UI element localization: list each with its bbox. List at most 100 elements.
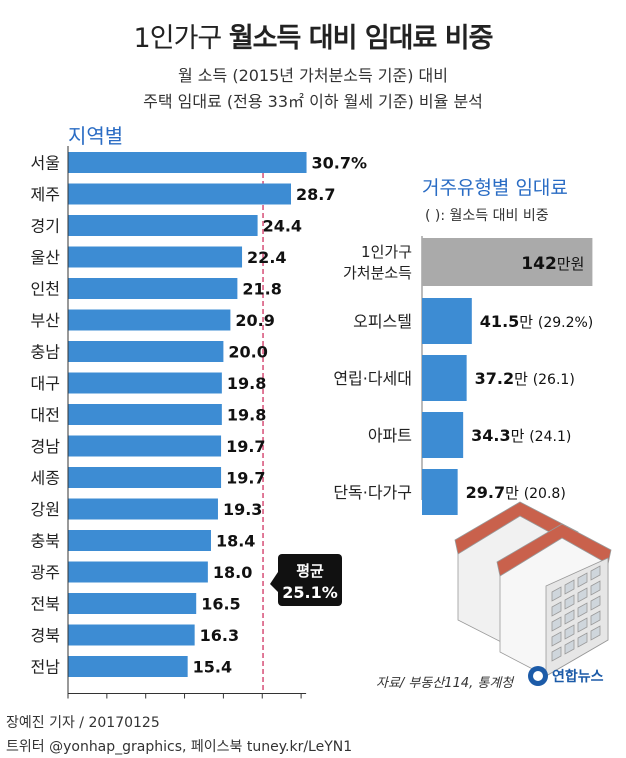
region-label: 서울 xyxy=(31,154,60,173)
region-label: 제주 xyxy=(31,185,60,204)
housing-type-label: 오피스텔 xyxy=(353,312,412,331)
region-value-label: 16.5 xyxy=(201,595,240,614)
income-reference-value: 142만원 xyxy=(521,254,584,274)
housing-type-label: 단독·다가구 xyxy=(333,483,412,502)
region-bar xyxy=(68,435,222,457)
housing-bar xyxy=(422,355,467,401)
region-label: 세종 xyxy=(31,469,60,488)
region-value-label: 19.3 xyxy=(223,500,262,519)
region-bar xyxy=(68,561,208,583)
housing-type-label: 연립·다세대 xyxy=(333,369,412,388)
region-value-label: 21.8 xyxy=(242,280,281,299)
apartment-building-illustration xyxy=(454,501,612,677)
title-prefix: 1인가구 xyxy=(133,23,223,54)
region-label: 광주 xyxy=(31,563,60,582)
region-label: 대구 xyxy=(31,374,60,393)
infographic-card: 1인가구 월소득 대비 임대료 비중 월 소득 (2015년 가처분소득 기준)… xyxy=(0,16,626,699)
building-window xyxy=(577,617,588,633)
building-window xyxy=(564,624,575,640)
region-label: 충남 xyxy=(31,343,61,362)
region-bar xyxy=(68,152,307,173)
footer xyxy=(0,700,626,758)
building-window xyxy=(590,580,601,596)
building-window xyxy=(564,609,575,625)
credit-social: 트위터 @yonhap_graphics, 페이스북 tuney.kr/LeYN… xyxy=(6,739,353,755)
region-label: 강원 xyxy=(31,500,60,519)
housing-value-label: 37.2만 (26.1) xyxy=(475,369,575,388)
region-value-label: 16.3 xyxy=(200,626,239,645)
region-label: 경남 xyxy=(31,437,61,456)
region-value-label: 15.4 xyxy=(193,658,232,677)
subtitle-line-2: 주택 임대료 (전용 33㎡ 이하 월세 기준) 비율 분석 xyxy=(143,92,483,111)
building-window xyxy=(551,631,562,647)
building-window xyxy=(577,572,588,588)
building-window xyxy=(551,616,562,632)
housing-section-note: ( ): 월소득 대비 비중 xyxy=(425,208,549,224)
region-label: 경기 xyxy=(31,217,60,236)
region-bar xyxy=(68,593,197,614)
building-window xyxy=(564,594,575,610)
credit-reporter: 장예진 기자 / 20170125 xyxy=(6,715,160,731)
housing-bar xyxy=(422,298,472,344)
region-value-label: 19.8 xyxy=(227,406,266,425)
yonhap-logo-text: 연합뉴스 xyxy=(552,669,604,685)
building-window xyxy=(577,602,588,618)
subtitle-line-1: 월 소득 (2015년 가처분소득 기준) 대비 xyxy=(178,66,448,85)
yonhap-logo: 연합뉴스 xyxy=(528,666,604,686)
housing-type-label: 아파트 xyxy=(368,426,412,445)
region-bar xyxy=(68,246,243,268)
average-callout-label: 평균 xyxy=(296,562,324,580)
region-bar xyxy=(68,530,211,551)
building-window xyxy=(564,639,575,655)
region-bar xyxy=(68,656,188,677)
housing-value-label: 29.7만 (20.8) xyxy=(466,483,566,502)
region-bar xyxy=(68,467,222,488)
region-value-label: 18.4 xyxy=(216,532,255,551)
income-reference-label-line-2: 가처분소득 xyxy=(343,264,412,282)
region-label: 울산 xyxy=(31,248,61,267)
region-value-label: 20.9 xyxy=(235,311,274,330)
average-callout-pointer xyxy=(270,572,278,592)
building-window xyxy=(551,601,562,617)
region-label: 부산 xyxy=(31,311,61,330)
building-window xyxy=(577,632,588,648)
region-label: 경북 xyxy=(31,626,60,645)
region-bar xyxy=(68,215,258,236)
income-reference-bar xyxy=(422,238,593,286)
building-window xyxy=(590,625,601,641)
building-window xyxy=(577,587,588,603)
region-value-label: 22.4 xyxy=(247,248,286,267)
region-bar xyxy=(68,309,231,331)
yonhap-logo-icon xyxy=(528,666,548,686)
region-bar xyxy=(68,498,218,520)
region-label: 전북 xyxy=(31,595,60,614)
region-bar xyxy=(68,183,291,205)
income-reference-label-line-1: 1인가구 xyxy=(361,243,412,261)
region-value-label: 18.0 xyxy=(213,563,252,582)
average-callout-value: 25.1% xyxy=(282,583,338,602)
region-label: 대전 xyxy=(31,406,60,425)
region-label: 전남 xyxy=(31,658,61,677)
region-value-label: 20.0 xyxy=(228,343,267,362)
region-value-label: 19.7 xyxy=(226,437,265,456)
source-note: 자료/ 부동산114, 통계청 xyxy=(376,676,514,691)
housing-value-label: 41.5만 (29.2%) xyxy=(480,312,593,331)
region-section-title: 지역별 xyxy=(68,124,123,148)
region-value-label: 19.8 xyxy=(227,374,266,393)
region-value-label: 30.7% xyxy=(312,154,368,173)
title-bold: 월소득 대비 임대료 비중 xyxy=(228,23,494,54)
housing-value-label: 34.3만 (24.1) xyxy=(471,426,571,445)
housing-bar xyxy=(422,469,458,515)
building-window xyxy=(551,646,562,662)
page-title: 1인가구 월소득 대비 임대료 비중 xyxy=(0,16,626,55)
housing-bar xyxy=(422,412,464,458)
housing-section-title: 거주유형별 임대료 xyxy=(422,177,568,199)
region-value-label: 28.7 xyxy=(296,185,335,204)
region-value-label: 24.4 xyxy=(263,217,302,236)
region-bar xyxy=(68,278,238,299)
building-window xyxy=(551,586,562,602)
region-bar xyxy=(68,341,224,362)
building-window xyxy=(590,565,601,581)
region-bar xyxy=(68,404,222,425)
